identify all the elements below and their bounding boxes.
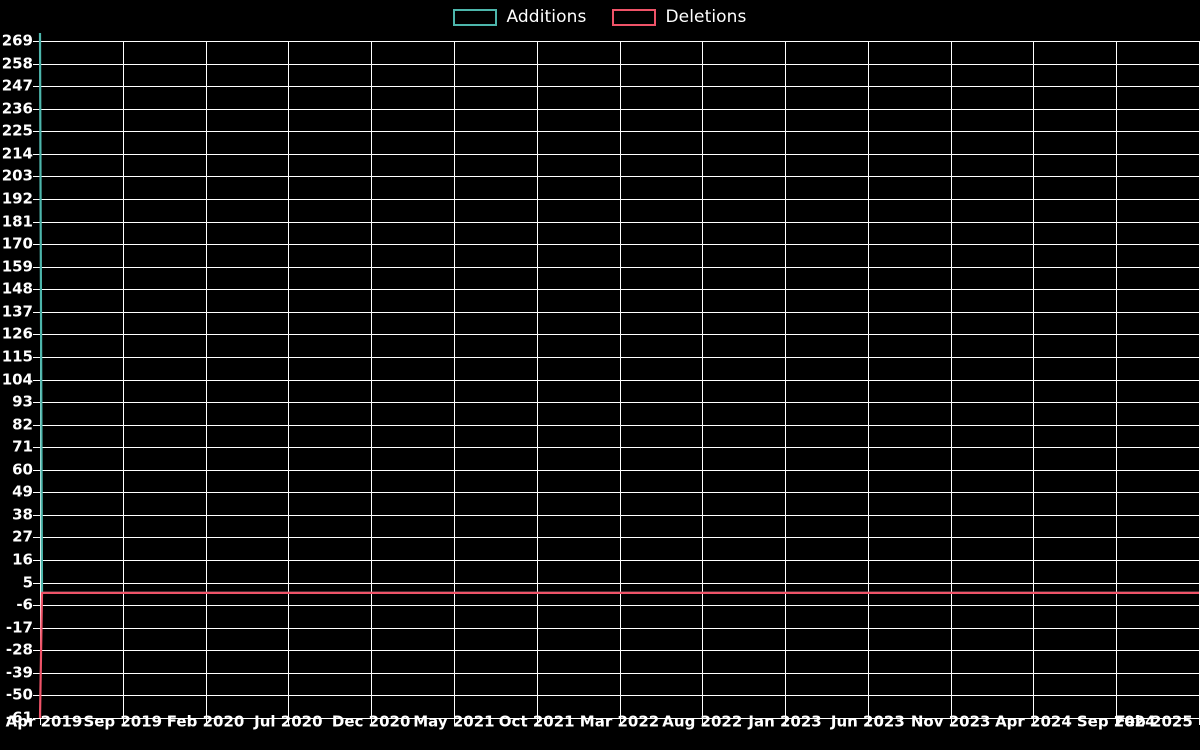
y-axis-tick-label: 269 [1, 31, 33, 50]
y-axis-tick-label: 104 [1, 370, 33, 388]
y-axis-tick-label: 159 [1, 257, 33, 276]
y-axis-tick-label: 148 [1, 279, 33, 298]
y-axis-tick-label: 38 [12, 505, 33, 524]
x-axis-tick-label: Nov 2023 [910, 712, 991, 731]
legend-item-deletions[interactable]: Deletions [612, 7, 746, 27]
legend-item-additions[interactable]: Additions [453, 7, 586, 27]
y-axis-tick-label: -50 [5, 685, 33, 704]
x-axis-tick-marks [39, 718, 1200, 725]
legend-swatch-deletions [612, 8, 657, 26]
x-axis-tick-label: May 2021 [413, 712, 495, 731]
y-axis-tick-label: 27 [12, 527, 33, 546]
data-series-layer [38, 32, 1199, 719]
chart-legend: Additions Deletions [0, 0, 1200, 34]
y-axis-tick-label: -28 [5, 640, 33, 659]
y-axis-tick-label: 192 [1, 189, 33, 208]
x-axis-tick-label: Jan 2023 [748, 712, 822, 731]
y-axis-tick-label: 49 [12, 482, 33, 501]
y-axis-tick-label: 137 [1, 302, 33, 321]
x-axis-tick-label: Oct 2021 [498, 712, 575, 731]
x-axis-tick-label: Dec 2020 [331, 712, 411, 731]
y-axis-tick-label: -17 [5, 618, 33, 637]
y-axis-tick-label: -6 [16, 595, 33, 614]
y-axis-tick-label: 236 [1, 99, 33, 118]
x-axis-tick-label: Mar 2022 [579, 712, 660, 731]
legend-label-deletions: Deletions [665, 7, 747, 27]
y-axis-tick-label: 93 [12, 392, 33, 411]
y-axis-tick-label: -61 [5, 708, 33, 727]
y-axis-tick-label: -39 [5, 663, 33, 682]
y-axis-tick-label: 82 [12, 415, 33, 434]
y-axis-tick-label: 170 [1, 234, 33, 253]
y-axis-tick-label: 16 [12, 550, 33, 569]
x-axis-tick-label: Sep 2024 [1076, 712, 1156, 731]
y-axis-tick-label: 225 [1, 121, 33, 140]
x-axis-tick-label: Feb 2020 [166, 712, 245, 731]
legend-swatch-additions [453, 8, 498, 26]
x-axis-tick-label: Apr 2024 [995, 712, 1072, 731]
y-axis-tick-marks [33, 40, 40, 720]
horizontal-gridlines [40, 40, 1199, 720]
y-axis-tick-label: 258 [1, 54, 33, 73]
x-axis-tick-label: Apr 2019 [5, 712, 83, 731]
y-axis-tick-label: 115 [1, 347, 33, 366]
y-axis-labels: 269 258 247 236 225 214 203 192 181 170 159 148 137 1… [0, 0, 33, 750]
y-axis-tick-label: 181 [1, 212, 33, 231]
y-axis-tick-label: 5 [22, 573, 33, 592]
y-axis-tick-label: 214 [1, 144, 33, 163]
x-axis-tick-label: Aug 2022 [662, 712, 743, 731]
x-axis-tick-label: Feb 2025 [1115, 712, 1193, 731]
y-axis-tick-label: 203 [1, 166, 33, 185]
y-axis-tick-label: 126 [1, 324, 33, 343]
vertical-gridlines [39, 41, 1200, 718]
y-axis-tick-label: 247 [1, 76, 33, 95]
legend-label-additions: Additions [506, 7, 587, 27]
y-axis-tick-label: 71 [12, 437, 33, 456]
x-axis-tick-label: Sep 2019 [83, 712, 163, 731]
x-axis-tick-label: Jul 2020 [254, 712, 323, 731]
x-axis-tick-label: Jun 2023 [830, 712, 905, 731]
y-axis-tick-label: 60 [12, 460, 33, 479]
